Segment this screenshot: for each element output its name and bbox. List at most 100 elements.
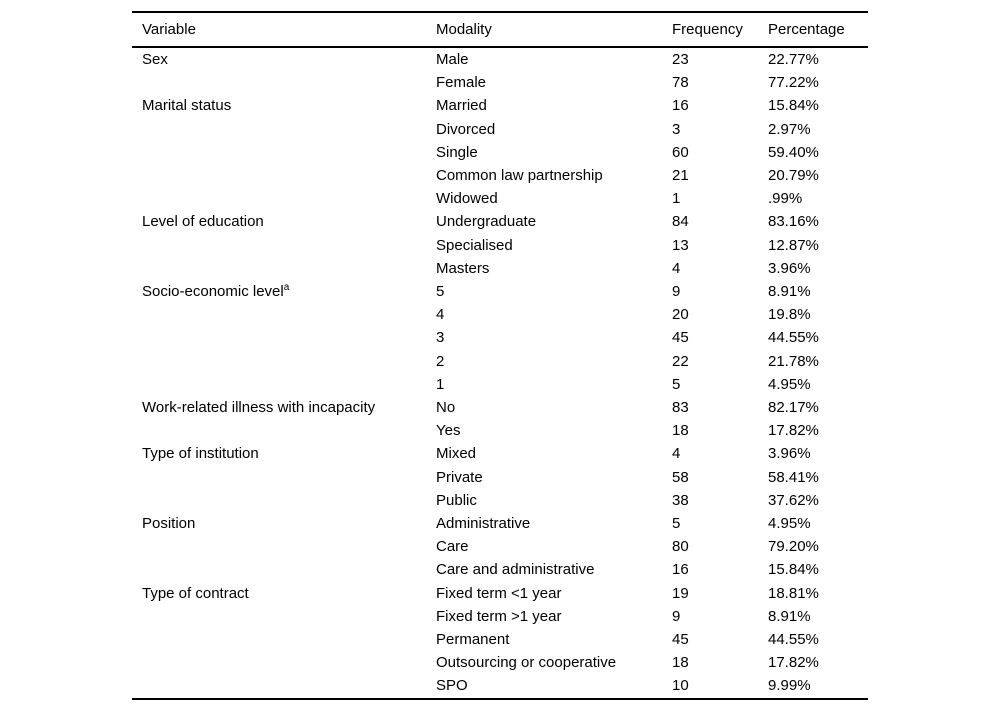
variable-cell	[132, 605, 426, 628]
percentage-cell: 17.82%	[768, 654, 819, 672]
variable-cell	[132, 141, 426, 164]
modality-cell: Fixed term >1 year	[436, 607, 562, 625]
modality-cell: Fixed term <1 year	[436, 584, 562, 602]
variable-cell	[132, 535, 426, 558]
percentage-cell: 21.78%	[768, 352, 819, 370]
table-row: 2 22 21.78%	[132, 350, 868, 373]
percentage-cell: 3.96%	[768, 445, 811, 463]
modality-cell: Outsourcing or cooperative	[436, 654, 617, 672]
percentage-cell: 15.84%	[768, 561, 819, 579]
modality-cell: Administrative	[436, 515, 531, 533]
modality-cell: Yes	[436, 422, 461, 440]
modality-cell: Common law partnership	[436, 167, 603, 185]
variable-label: Socio-economic level	[142, 283, 284, 301]
percentage-cell: 83.16%	[768, 213, 819, 231]
frequency-cell: 10	[672, 677, 689, 695]
modality-cell: Male	[436, 51, 469, 68]
variable-cell	[132, 164, 426, 187]
percentage-cell: 17.82%	[768, 422, 819, 440]
variable-label: Type of contract	[142, 584, 249, 602]
variable-cell	[132, 558, 426, 581]
modality-cell: 4	[436, 306, 445, 324]
modality-cell: Widowed	[436, 190, 498, 208]
modality-cell: Married	[436, 97, 487, 115]
frequency-cell: 9	[672, 607, 681, 625]
variable-cell	[132, 350, 426, 373]
frequency-cell: 5	[672, 375, 681, 393]
modality-cell: Specialised	[436, 236, 513, 254]
frequency-cell: 5	[672, 515, 681, 533]
frequency-cell: 23	[672, 51, 689, 68]
table-row: Female 78 77.22%	[132, 71, 868, 94]
variable-superscript: a	[283, 282, 290, 294]
variable-cell	[132, 118, 426, 141]
table-header-row: Variable Modality Frequency Percentage	[132, 12, 868, 48]
percentage-cell: 3.96%	[768, 259, 811, 277]
variable-cell	[132, 373, 426, 396]
variable-cell: Sex	[132, 47, 426, 71]
frequency-cell: 58	[672, 468, 689, 486]
percentage-cell: 82.17%	[768, 399, 819, 417]
frequency-cell: 45	[672, 329, 689, 347]
table-row: SPO 10 9.99%	[132, 674, 868, 698]
col-header-percentage: Percentage	[758, 12, 868, 48]
table-row: Permanent 45 44.55%	[132, 628, 868, 651]
percentage-cell: 8.91%	[768, 607, 811, 625]
modality-cell: Care	[436, 538, 469, 556]
percentage-cell: 79.20%	[768, 538, 819, 556]
table-row: Care 80 79.20%	[132, 535, 868, 558]
table-row: Common law partnership 21 20.79%	[132, 164, 868, 187]
table-row: Type of contract Fixed term <1 year 19 18.8…	[132, 582, 868, 605]
table-row: Marital status Married 16 15.84%	[132, 94, 868, 117]
frequency-cell: 4	[672, 259, 681, 277]
modality-cell: Private	[436, 468, 483, 486]
table-row: Work-related illness with incapacity No 83…	[132, 396, 868, 419]
frequency-cell: 18	[672, 422, 689, 440]
variable-label: Level of education	[142, 213, 264, 231]
variable-label: Sex	[142, 51, 168, 68]
frequency-cell: 19	[672, 584, 689, 602]
percentage-cell: 44.55%	[768, 329, 819, 347]
frequency-cell: 13	[672, 236, 689, 254]
table-row: Private 58 58.41%	[132, 466, 868, 489]
frequency-cell: 1	[672, 190, 681, 208]
variable-cell: Work-related illness with incapacity	[132, 396, 426, 419]
percentage-cell: 20.79%	[768, 167, 819, 185]
frequency-cell: 9	[672, 283, 681, 301]
variable-cell	[132, 419, 426, 442]
variable-label: Type of institution	[142, 445, 259, 463]
table-row: Care and administrative 16 15.84%	[132, 558, 868, 581]
table-row: Divorced 3 2.97%	[132, 118, 868, 141]
variable-cell	[132, 71, 426, 94]
table-body: Sex Male 23 22.77% Female 78 77.22% Marital sta…	[132, 47, 868, 699]
modality-cell: Undergraduate	[436, 213, 537, 231]
table-row: 3 45 44.55%	[132, 326, 868, 349]
table-row: Fixed term >1 year 9 8.91%	[132, 605, 868, 628]
frequency-cell: 21	[672, 167, 689, 185]
variable-cell: Level of education	[132, 210, 426, 233]
modality-cell: Single	[436, 143, 478, 161]
variable-cell	[132, 234, 426, 257]
variable-label: Marital status	[142, 97, 232, 115]
table-row: Public 38 37.62%	[132, 489, 868, 512]
modality-cell: Mixed	[436, 445, 477, 463]
variable-cell	[132, 628, 426, 651]
variable-label: Work-related illness with incapacity	[142, 399, 376, 417]
variable-cell: Socio-economic levela	[132, 280, 426, 303]
variable-label: Position	[142, 515, 196, 533]
percentage-cell: 4.95%	[768, 515, 811, 533]
percentage-cell: 22.77%	[768, 51, 819, 68]
variable-cell	[132, 674, 426, 698]
percentage-cell: 37.62%	[768, 491, 819, 509]
table-row: Level of education Undergraduate 84 83.16%	[132, 210, 868, 233]
variable-cell	[132, 303, 426, 326]
col-header-modality: Modality	[426, 12, 662, 48]
modality-cell: SPO	[436, 677, 468, 695]
variable-cell: Type of contract	[132, 582, 426, 605]
modality-cell: Care and administrative	[436, 561, 595, 579]
frequency-cell: 83	[672, 399, 689, 417]
percentage-cell: 15.84%	[768, 97, 819, 115]
table-row: Yes 18 17.82%	[132, 419, 868, 442]
frequency-cell: 16	[672, 97, 689, 115]
